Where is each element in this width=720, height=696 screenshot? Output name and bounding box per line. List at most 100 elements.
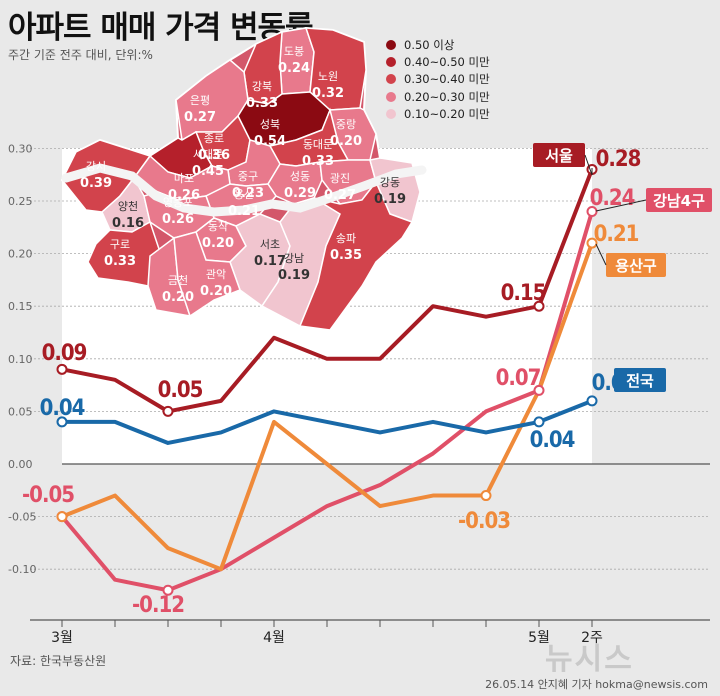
legend-label: 0.30~0.40 미만 <box>404 72 490 87</box>
data-label: 0.28 <box>596 147 641 172</box>
legend-item: 0.40~0.50 미만 <box>386 53 490 70</box>
y-tick-label: 0.10 <box>8 353 33 366</box>
district-value: 0.29 <box>284 186 316 201</box>
district-value: 0.27 <box>324 188 356 203</box>
district-name: 영등포 <box>163 196 193 209</box>
y-tick-label: 0.20 <box>8 248 33 261</box>
newsis-watermark: 뉴시스 <box>545 642 634 677</box>
district-value: 0.23 <box>232 186 264 201</box>
district-name: 종로 <box>204 132 224 145</box>
district-value: 0.20 <box>200 284 232 299</box>
district-value: 0.19 <box>278 268 310 283</box>
y-tick-label: -0.10 <box>8 563 36 576</box>
data-point <box>533 300 545 312</box>
y-tick-label: 0.05 <box>8 405 33 418</box>
data-label: 0.05 <box>158 378 203 403</box>
source-note: 자료: 한국부동산원 <box>10 654 107 668</box>
series-tag-label: 서울 <box>545 147 573 165</box>
x-tick-label: 3월 <box>51 630 73 646</box>
data-label: 0.24 <box>590 186 635 211</box>
district-2 <box>243 30 283 105</box>
series-line <box>60 210 594 593</box>
series-tag <box>646 188 712 212</box>
series-tag-label: 강남4구 <box>653 192 705 210</box>
district-name: 강서 <box>86 160 106 173</box>
x-tick-label: 4월 <box>263 630 285 646</box>
district-name: 중구 <box>238 170 258 183</box>
data-point <box>56 363 68 375</box>
series-line <box>61 168 594 414</box>
legend-swatch <box>386 91 396 102</box>
data-point <box>586 206 598 218</box>
district-value: 0.54 <box>254 134 286 149</box>
district-name: 동대문 <box>303 138 333 151</box>
x-tick-label: 2주 <box>581 630 603 646</box>
legend-label: 0.10~0.20 미만 <box>404 106 490 121</box>
series-line <box>62 399 593 445</box>
data-point <box>480 490 492 502</box>
x-tick-label: 5월 <box>528 630 550 646</box>
series-line <box>61 242 594 572</box>
tag-leader <box>584 154 593 176</box>
data-label: -0.03 <box>458 509 510 534</box>
series-tag-label: 전국 <box>626 372 654 390</box>
district-value: 0.20 <box>330 134 362 149</box>
district-name: 광진 <box>330 172 350 185</box>
district-value: 0.35 <box>330 248 362 263</box>
series-tag <box>606 253 666 277</box>
series-tag-label: 용산구 <box>615 257 657 275</box>
map-legend: 0.50 이상 0.40~0.50 미만 0.30~0.40 미만 0.20~0… <box>386 36 490 122</box>
data-point <box>586 395 598 407</box>
legend-item: 0.20~0.30 미만 <box>386 88 490 105</box>
district-value: 0.39 <box>80 176 112 191</box>
data-label: -0.05 <box>22 483 74 508</box>
byline: 26.05.14 안지혜 기자 hokma@newsis.com <box>485 678 708 691</box>
y-tick-label: 0.15 <box>8 300 33 313</box>
legend-swatch <box>386 56 396 67</box>
data-point <box>586 237 598 249</box>
data-label: 0.15 <box>501 281 546 306</box>
data-point <box>533 384 545 396</box>
district-value: 0.20 <box>202 236 234 251</box>
district-name: 양천 <box>118 199 138 213</box>
legend-label: 0.50 이상 <box>404 37 455 52</box>
data-point <box>162 405 174 417</box>
legend-swatch <box>386 108 396 119</box>
data-point <box>56 416 68 428</box>
tag-leader <box>595 199 647 212</box>
district-name: 관악 <box>206 268 226 281</box>
district-value: 0.24 <box>278 61 310 76</box>
district-name: 금천 <box>168 273 188 287</box>
district-24 <box>173 231 241 318</box>
district-name: 중랑 <box>336 118 356 131</box>
district-value: 0.45 <box>192 164 224 179</box>
district-name: 강동 <box>380 176 400 189</box>
data-label: 0.09 <box>42 341 87 366</box>
legend-item: 0.50 이상 <box>386 36 490 53</box>
district-name: 구로 <box>110 238 130 251</box>
legend-item: 0.30~0.40 미만 <box>386 71 490 88</box>
han-river <box>61 163 427 217</box>
district-name: 서초 <box>260 238 280 251</box>
data-label: 0.04 <box>530 428 575 453</box>
district-value: 0.32 <box>312 86 344 101</box>
data-point <box>162 584 174 596</box>
data-label: 0.04 <box>40 396 85 421</box>
data-point <box>533 416 545 428</box>
data-label: 0.21 <box>594 222 639 247</box>
data-label: 0.07 <box>496 366 541 391</box>
data-point <box>56 511 68 523</box>
district-value: 0.20 <box>162 290 194 305</box>
district-name: 동작 <box>208 220 228 233</box>
legend-swatch <box>386 39 396 50</box>
legend-swatch <box>386 74 396 85</box>
district-22 <box>298 180 414 331</box>
district-name: 송파 <box>336 232 356 245</box>
district-value: 0.17 <box>254 254 286 269</box>
district-value: 0.26 <box>168 188 200 203</box>
district-value: 0.33 <box>246 96 278 111</box>
district-name: 강북 <box>252 80 272 93</box>
district-name: 성동 <box>290 170 310 183</box>
district-value: 0.36 <box>198 148 230 163</box>
